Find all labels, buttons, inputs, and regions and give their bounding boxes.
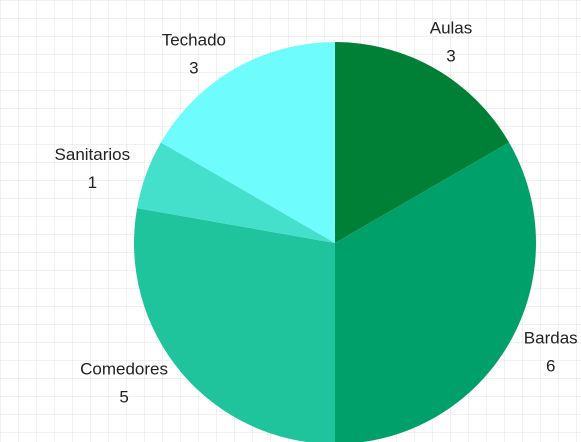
pie-slice (160, 42, 335, 243)
slice-value: 6 (546, 356, 555, 375)
slice-value: 5 (119, 388, 128, 407)
slice-value: 3 (446, 47, 455, 66)
slice-label: Aulas (430, 19, 473, 38)
slice-value: 1 (88, 173, 97, 192)
slice-label: Bardas (524, 328, 578, 347)
pie-slice (335, 42, 510, 243)
pie-slice (134, 208, 335, 442)
pie-slice (335, 142, 536, 442)
labels: Aulas 3 Bardas 6 Comedores 5 Sanitarios 1 Techad… (55, 19, 578, 407)
slice-label: Sanitarios (55, 145, 131, 164)
slice-label: Comedores (80, 360, 168, 379)
pie (134, 42, 536, 442)
pie-slice (137, 142, 335, 243)
slice-value: 3 (189, 59, 198, 78)
slice-label: Techado (162, 31, 226, 50)
